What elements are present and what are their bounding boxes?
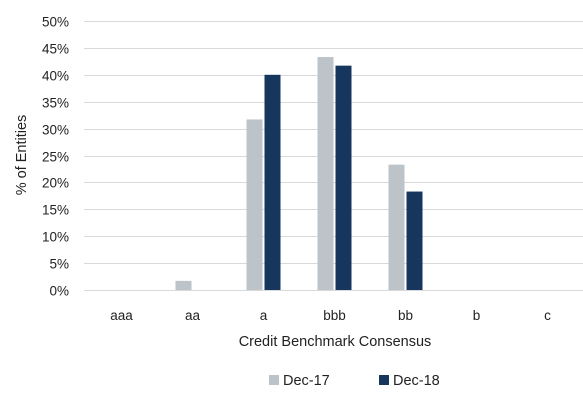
x-tick-label: aaa [110,308,133,323]
bar-dec-18-bb [406,191,423,290]
legend-label: Dec-18 [393,373,440,389]
legend-swatch [269,375,279,385]
bars [175,57,423,291]
x-tick-label: b [473,308,481,323]
y-tick-label: 40% [42,69,69,84]
bar-dec-17-aa [175,280,192,290]
x-tick-label: c [544,308,551,323]
y-tick-label: 35% [42,96,69,111]
y-tick-label: 20% [42,176,69,191]
y-tick-label: 0% [49,284,69,299]
legend: Dec-17 Dec-18 [269,373,440,389]
bar-dec-17-bb [388,164,405,290]
legend-swatch [379,375,389,385]
x-tick-label: bb [398,308,413,323]
y-tick-label: 5% [49,257,69,272]
y-tick-label: 25% [42,150,69,165]
bar-dec-17-bbb [317,57,334,290]
y-axis-ticks: 0% 5% 10% 15% 20% 25% 30% 35% 40% 45% 50% [42,15,69,299]
y-axis-title: % of Entities [14,115,30,196]
y-tick-label: 50% [42,15,69,30]
y-tick-label: 10% [42,230,69,245]
bar-dec-18-a [264,74,281,290]
x-tick-label: bbb [323,308,346,323]
y-tick-label: 45% [42,42,69,57]
x-axis-ticks: aaa aa a bbb bb b c [110,308,551,323]
x-tick-label: aa [185,308,201,323]
legend-label: Dec-17 [283,373,330,389]
y-tick-label: 30% [42,123,69,138]
bar-dec-17-a [246,119,263,290]
x-tick-label: a [260,308,268,323]
y-tick-label: 15% [42,203,69,218]
x-axis-title: Credit Benchmark Consensus [239,334,432,350]
bar-dec-18-bbb [335,65,352,291]
